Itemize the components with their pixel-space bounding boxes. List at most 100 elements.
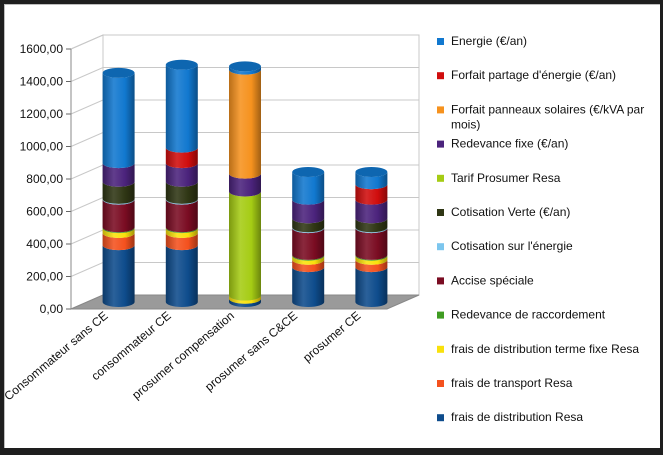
bar-top: [165, 59, 198, 70]
legend-swatch: [437, 311, 444, 319]
bar-segment: [292, 172, 325, 205]
legend-swatch: [437, 414, 444, 422]
bar-segment: [355, 227, 388, 234]
y-tick-label: 0,00: [40, 302, 64, 316]
bar-segment: [355, 228, 388, 260]
chart-frame: 0,00 200,00 400,00 600,00 800,00 1000,00 1200,…: [4, 4, 660, 448]
bar-segment: [165, 181, 198, 204]
bar-segment: [292, 228, 325, 260]
bar-segment: [355, 172, 388, 190]
bar-segment: [229, 191, 261, 301]
legend-swatch: [437, 174, 444, 182]
bar-stacks: [102, 59, 388, 307]
bar-segment: [165, 232, 198, 251]
bar-segment: [292, 227, 325, 234]
bar-top: [292, 167, 325, 177]
bar-segment: [355, 267, 388, 307]
legend-label: Forfait panneaux solaires (€/kVA par mois…: [451, 102, 644, 131]
y-tick-label: 600,00: [26, 205, 63, 219]
legend-label: frais de distribution Resa: [451, 410, 583, 424]
legend-item: Cotisation Verte (€/an): [437, 205, 570, 219]
legend-item: Energie (€/an): [437, 34, 527, 48]
bar-segment: [102, 181, 135, 204]
bar-segment: [165, 147, 198, 169]
legend-item: Forfait partage d'énergie (€/an): [437, 68, 616, 82]
bar-segment: [355, 184, 388, 205]
legend-swatch: [437, 345, 444, 353]
legend-label: Cotisation Verte (€/an): [451, 205, 570, 219]
bar-segment: [229, 66, 261, 75]
category-label: prosumer CE: [300, 309, 363, 365]
legend-item: Cotisation sur l'énergie: [437, 239, 573, 253]
y-tick-label: 1600,00: [20, 42, 64, 56]
legend-swatch: [437, 209, 444, 216]
bar-segment: [229, 298, 261, 307]
legend-label: Energie (€/an): [451, 34, 527, 48]
bar-stack: [292, 167, 325, 307]
bar-top: [355, 167, 388, 177]
bar-segment: [355, 218, 388, 233]
category-label: Consommateur sans CE: [5, 309, 111, 404]
y-axis: 0,00 200,00 400,00 600,00 800,00 1000,00 1200,…: [20, 42, 72, 316]
legend: Energie (€/an) Forfait partage d'énergie …: [437, 34, 644, 424]
legend-item: Redevance de raccordement: [437, 308, 606, 322]
legend-label: Tarif Prosumer Resa: [451, 171, 561, 185]
bar-segment: [102, 227, 135, 234]
bar-segment: [229, 173, 261, 197]
bar-segment: [165, 228, 198, 238]
legend-label: Redevance fixe (€/an): [451, 137, 568, 151]
bar-segment: [292, 254, 325, 261]
bar-segment: [165, 198, 198, 205]
bar-segment: [165, 245, 198, 307]
bar-segment: [165, 199, 198, 233]
y-tick-label: 1000,00: [20, 140, 64, 154]
bar-segment: [229, 295, 261, 304]
bar-stack: [355, 167, 388, 307]
bar-segment: [355, 254, 388, 261]
legend-label: Accise spéciale: [451, 273, 534, 287]
category-label: prosumer compensation: [129, 309, 237, 402]
bar-segment: [102, 163, 135, 187]
bar-segment: [102, 245, 135, 307]
bar-segment: [292, 218, 325, 233]
bar-segment: [292, 199, 325, 224]
y-tick-label: 1200,00: [20, 107, 64, 121]
legend-item: Tarif Prosumer Resa: [437, 171, 561, 185]
gridline: [70, 34, 419, 50]
legend-swatch: [437, 243, 444, 251]
stacked-bar-chart: 0,00 200,00 400,00 600,00 800,00 1000,00 1200,…: [5, 34, 644, 424]
legend-label: Forfait partage d'énergie (€/an): [451, 68, 616, 82]
bar-segment: [355, 259, 388, 273]
y-tick-label: 800,00: [26, 172, 63, 186]
legend-swatch: [437, 38, 444, 45]
bar-segment: [292, 255, 325, 265]
y-tick-label: 200,00: [26, 270, 63, 284]
bar-segment: [229, 69, 261, 179]
legend-swatch: [437, 140, 444, 148]
bar-segment: [102, 72, 135, 169]
bar-top: [102, 67, 135, 78]
legend-label: frais de transport Resa: [451, 376, 573, 390]
legend-swatch: [437, 380, 444, 387]
legend-swatch: [437, 106, 444, 114]
bar-segment: [355, 199, 388, 224]
bar-stack: [102, 67, 135, 307]
legend-label: Cotisation sur l'énergie: [451, 239, 573, 253]
legend-item: Accise spéciale: [437, 273, 534, 287]
bar-segment: [292, 267, 325, 307]
legend-label: Redevance de raccordement: [451, 308, 606, 322]
legend-item: Redevance fixe (€/an): [437, 137, 568, 151]
bar-segment: [102, 198, 135, 205]
bar-segment: [165, 227, 198, 234]
bar-segment: [165, 163, 198, 187]
bar-segment: [165, 64, 198, 153]
legend-swatch: [437, 72, 444, 80]
y-tick-label: 1400,00: [20, 75, 64, 89]
bar-stack: [165, 59, 198, 307]
y-tick-label: 400,00: [26, 237, 63, 251]
legend-item: frais de distribution Resa: [437, 410, 583, 424]
legend-item: Forfait panneaux solaires (€/kVA par mois…: [437, 102, 644, 131]
legend-item: frais de transport Resa: [437, 376, 573, 390]
legend-label: frais de distribution terme fixe Resa: [451, 342, 639, 356]
